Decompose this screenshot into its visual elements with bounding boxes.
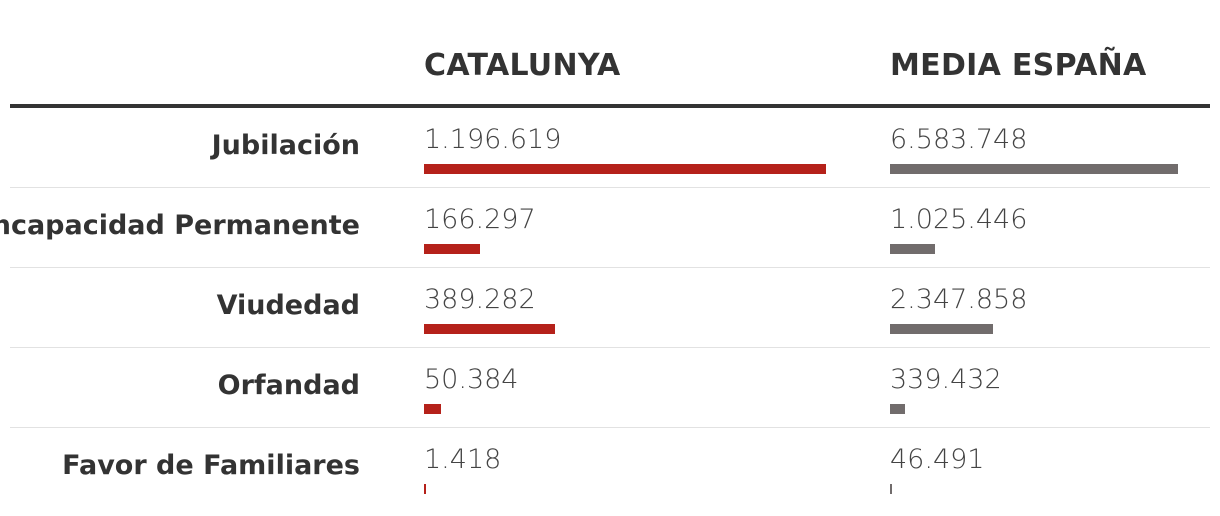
table-row: Viudedad 389.282 2.347.858	[10, 268, 1210, 348]
media-espana-value-label: 6.583.748	[890, 124, 1028, 155]
media-espana-value-label: 339.432	[890, 364, 1002, 395]
catalunya-value-label: 1.196.619	[424, 124, 562, 155]
table-row: Orfandad 50.384 339.432	[10, 348, 1210, 428]
table-row: Incapacidad Permanente 166.297 1.025.446	[0, 188, 1210, 268]
catalunya-bar	[424, 484, 426, 494]
catalunya-bar	[424, 164, 826, 174]
row-label: Favor de Familiares	[62, 450, 360, 481]
media-espana-value-label: 46.491	[890, 444, 985, 475]
column-header-media-espana: MEDIA ESPAÑA	[890, 48, 1147, 83]
catalunya-bar	[424, 324, 555, 334]
table-row: Jubilación 1.196.619 6.583.748	[10, 108, 1210, 188]
media-espana-bar	[890, 244, 935, 254]
media-espana-value-label: 1.025.446	[890, 204, 1028, 235]
column-header-catalunya: CATALUNYA	[424, 48, 621, 83]
catalunya-value-label: 1.418	[424, 444, 502, 475]
row-label: Orfandad	[217, 370, 360, 401]
media-espana-bar	[890, 324, 993, 334]
table-row: Favor de Familiares 1.418 46.491	[10, 428, 1210, 507]
catalunya-bar	[424, 244, 480, 254]
row-label: Incapacidad Permanente	[0, 210, 360, 241]
catalunya-value-label: 389.282	[424, 284, 536, 315]
row-label: Jubilación	[211, 130, 360, 161]
table-header: CATALUNYA MEDIA ESPAÑA	[10, 0, 1210, 108]
catalunya-bar	[424, 404, 441, 414]
row-label: Viudedad	[216, 290, 360, 321]
media-espana-value-label: 2.347.858	[890, 284, 1028, 315]
catalunya-value-label: 166.297	[424, 204, 536, 235]
media-espana-bar	[890, 404, 905, 414]
table-body: Jubilación 1.196.619 6.583.748 Incapacid…	[0, 108, 1210, 507]
media-espana-bar	[890, 164, 1178, 174]
media-espana-bar	[890, 484, 892, 494]
catalunya-value-label: 50.384	[424, 364, 519, 395]
